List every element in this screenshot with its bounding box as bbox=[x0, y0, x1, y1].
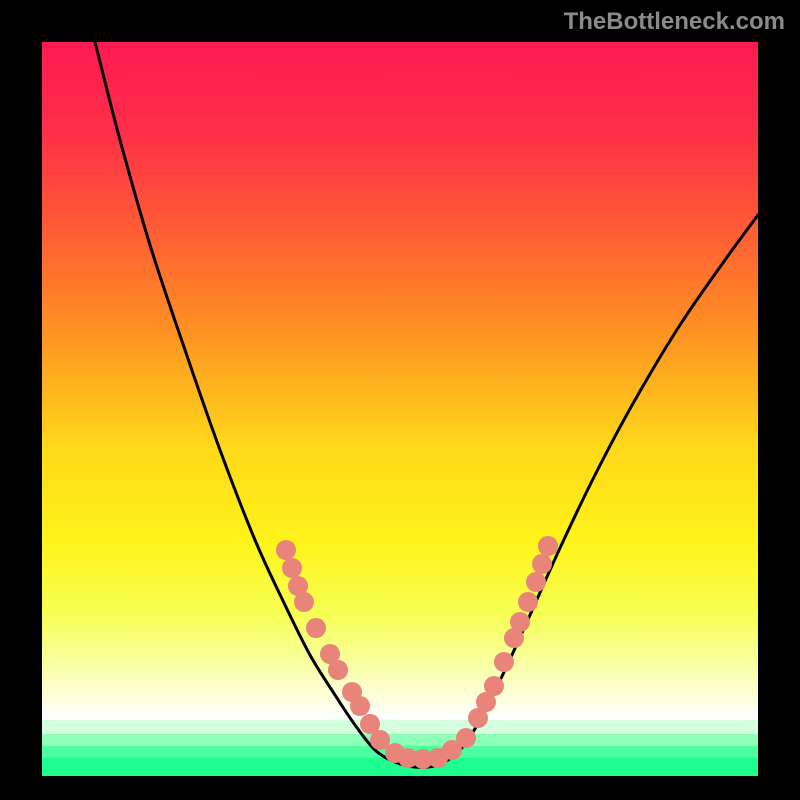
data-point-8 bbox=[350, 696, 370, 716]
curve-path bbox=[95, 42, 758, 767]
data-point-16 bbox=[456, 728, 476, 748]
data-point-20 bbox=[494, 652, 514, 672]
data-point-23 bbox=[518, 592, 538, 612]
data-point-26 bbox=[538, 536, 558, 556]
data-point-4 bbox=[306, 618, 326, 638]
data-point-6 bbox=[328, 660, 348, 680]
data-point-19 bbox=[484, 676, 504, 696]
data-point-22 bbox=[510, 612, 530, 632]
data-point-3 bbox=[294, 592, 314, 612]
data-point-1 bbox=[282, 558, 302, 578]
data-point-24 bbox=[526, 572, 546, 592]
data-point-25 bbox=[532, 554, 552, 574]
bottleneck-curve bbox=[0, 0, 800, 800]
data-point-0 bbox=[276, 540, 296, 560]
